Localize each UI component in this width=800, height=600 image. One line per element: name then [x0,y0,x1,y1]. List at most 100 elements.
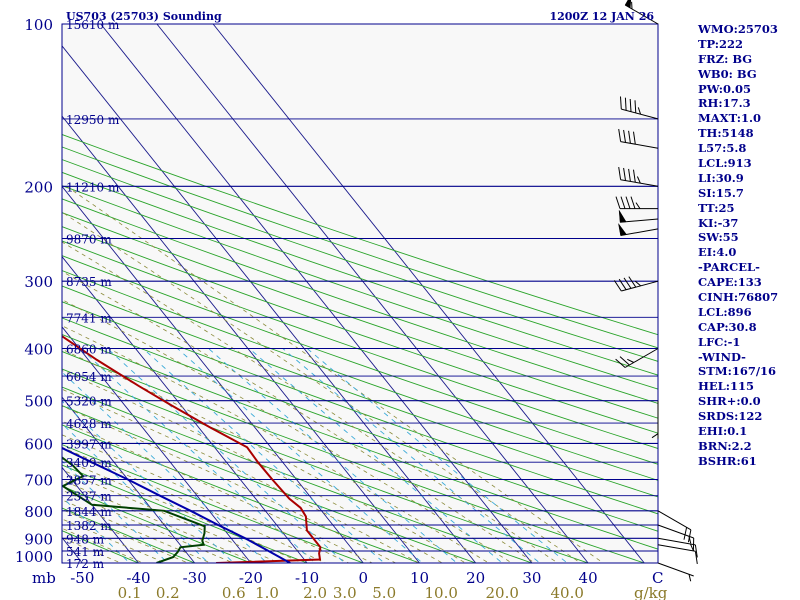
wind-barb-feather [623,167,626,181]
index-item: FRZ: BG [698,51,753,66]
dry-adiabat-line [62,212,658,419]
wind-barb-feather [633,169,636,183]
temperature-trace [62,334,322,563]
mixing-ratio-line [306,348,568,563]
index-item: SW:55 [698,230,739,245]
height-label: 15610 m [66,18,120,32]
sounding-indices-panel: WMO:25703 TP:222 FRZ: BG WB0: BG PW:0.05 RH:1… [698,22,798,469]
index-item: WMO:25703 [698,22,778,36]
wind-barb [618,167,659,187]
index-item: MAXT:1.0 [698,111,761,126]
height-label: 11210 m [66,180,120,194]
temperature-tick-label: 20 [466,569,485,587]
wind-barbs [613,0,698,582]
wind-barb-feather [628,130,631,144]
height-label: 3409 m [66,456,112,470]
wind-barb-feather [634,280,641,287]
dry-adiabat-line [62,185,658,390]
wind-barb-pennant [624,0,632,9]
temperature-tick-label: -10 [295,569,319,587]
mixing-ratio-line [282,348,541,563]
pressure-tick-label: 1000 [15,548,53,566]
wind-barb-feather [651,433,659,439]
mixing-ratio-axis-unit: g/kg [634,584,668,600]
wind-barb-feather [618,278,627,290]
wind-barb-feather [624,97,627,111]
index-item: SRDS:122 [698,409,763,424]
wind-barb-feather [620,96,622,110]
pressure-tick-label: 700 [24,472,53,490]
isotherm-line [62,326,252,563]
index-item: SHR+:0.0 [698,394,761,409]
dry-adiabat-line [62,285,658,498]
background-grid [62,24,658,563]
moist-adiabat-line [62,405,397,563]
wind-barb-feather [634,100,637,114]
mixing-ratio-tick-label: 2.0 [303,584,327,600]
sounding-traces [62,334,322,563]
mixing-ratio-tick-label: 0.6 [222,584,246,600]
moist-adiabat-line [62,458,304,563]
moist-adiabat-line [62,211,582,563]
wind-barb [624,0,659,25]
wind-barb-feather [628,168,631,182]
wind-barb-staff [657,537,696,546]
wind-barb-feather [618,129,622,142]
dry-adiabat-line [62,255,658,465]
wind-barb [651,400,659,439]
plot-background [62,24,658,563]
wind-barb-feather [618,167,622,180]
temperature-tick-label: -20 [239,569,263,587]
wind-barb-feather [627,358,635,363]
index-item: CINH:76807 [698,290,779,305]
height-label: 7741 m [66,311,112,325]
pressure-tick-label: 400 [24,341,53,359]
moist-adiabat-line [62,348,467,563]
index-item: EHI:0.1 [698,424,748,439]
temperature-tick-label: -30 [183,569,207,587]
dry-adiabat-line [62,171,658,376]
parcel-trace [62,446,291,563]
wind-barb-staff [624,348,659,368]
wind-barb-staff [657,562,694,577]
wind-barb-feather [628,276,637,288]
wind-barb-feather [690,543,694,551]
height-label: 9870 m [66,233,112,247]
index-item: BSHR:61 [698,453,757,468]
height-label: 2337 m [66,490,112,504]
wind-barb-feather [688,574,692,582]
pressure-tick-label: 500 [24,393,53,411]
chart-datetime: 1200Z 12 JAN 26 [549,10,654,23]
temperature-tick-label: -50 [70,569,94,587]
wind-barb-feather [683,527,688,540]
moist-adiabat-line [62,388,420,563]
wind-barb-feather [615,196,621,209]
isotherm-line [62,185,364,563]
index-item: WB0: BG [698,66,757,81]
pressure-tick-label: 100 [24,16,53,34]
mixing-ratio-line [142,348,385,563]
mixing-ratio-tick-label: 5.0 [372,584,396,600]
wind-barb-staff [620,179,659,187]
dry-adiabat-line [62,368,590,563]
height-label: 172 m [66,557,105,571]
dry-adiabat-line [62,386,534,563]
moist-adiabat-line [62,325,490,563]
height-label: 3997 m [66,437,112,451]
wind-barb-feather [636,176,641,184]
isotherm-line [62,45,477,563]
height-label: 2857 m [66,474,112,488]
index-item: CAP:30.8 [698,319,757,334]
wind-barb-feather [694,544,698,558]
height-label: 12950 m [66,113,120,127]
wind-barb-feather [635,202,641,209]
wind-barb-feather [623,129,626,143]
temperature-axis-unit: C [652,569,663,587]
pressure-tick-label: 200 [24,178,53,196]
height-label: 1382 m [66,519,112,533]
wind-barb-pennant [618,223,627,236]
wind-barb-feather [619,356,630,366]
dry-adiabat-line [62,507,196,563]
wind-barb-staff [657,544,696,552]
